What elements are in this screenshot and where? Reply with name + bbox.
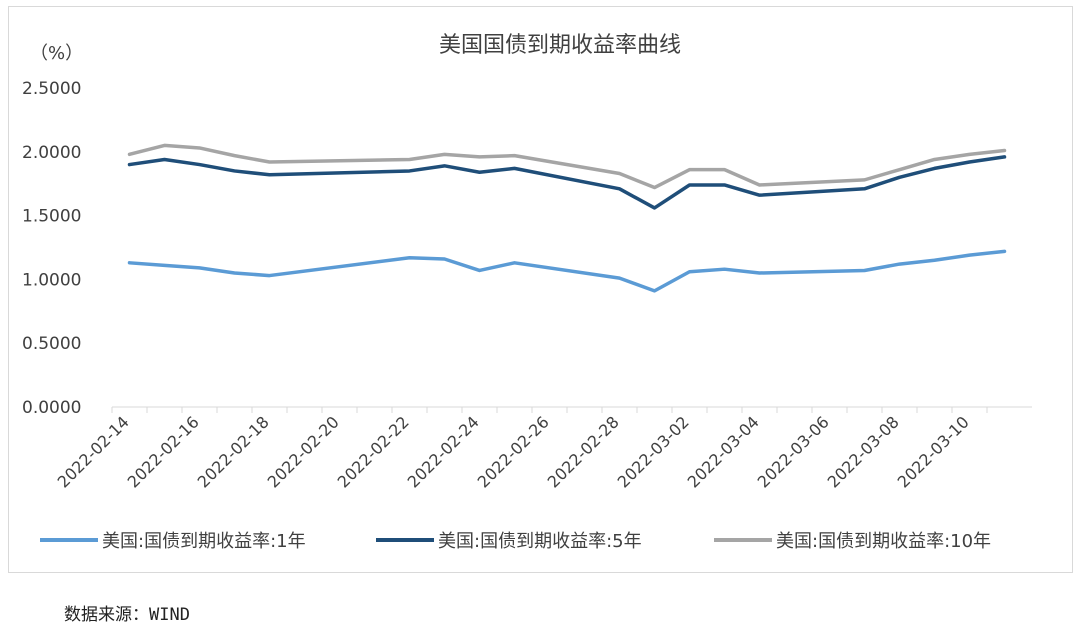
chart-title: 美国国债到期收益率曲线: [439, 33, 681, 58]
series-line-2: [127, 155, 1007, 210]
source-note: 数据来源：WIND: [64, 605, 190, 625]
series-line-3: [127, 143, 1007, 190]
y-tick-label: 2.5000: [22, 79, 81, 99]
legend-label-3: 美国:国债到期收益率:10年: [776, 531, 991, 552]
y-tick-label: 0.5000: [22, 334, 81, 354]
x-tick-label: 2022-02-26: [474, 412, 553, 491]
x-tick-label: 2022-02-16: [124, 412, 203, 491]
x-tick-label: 2022-02-18: [194, 412, 273, 491]
x-tick-label: 2022-02-22: [334, 412, 413, 491]
x-tick-label: 2022-03-08: [824, 412, 903, 491]
x-tick-label: 2022-02-24: [404, 412, 483, 491]
x-tick-label: 2022-03-02: [614, 412, 693, 491]
x-tick-label: 2022-02-14: [54, 412, 133, 491]
y-tick-label: 1.5000: [22, 207, 81, 227]
y-tick-label: 2.0000: [22, 143, 81, 163]
x-tick-label: 2022-03-06: [754, 412, 833, 491]
y-tick-label: 1.0000: [22, 270, 81, 290]
x-tick-label: 2022-03-04: [684, 412, 763, 491]
x-tick-label: 2022-02-28: [544, 412, 623, 491]
x-tick-label: 2022-02-20: [264, 412, 343, 491]
y-unit-label: （%）: [30, 43, 83, 64]
y-tick-label: 0.0000: [22, 398, 81, 418]
legend-label-1: 美国:国债到期收益率:1年: [102, 531, 306, 552]
x-tick-label: 2022-03-10: [894, 412, 973, 491]
chart-frame: [8, 6, 1073, 573]
series-line-1: [127, 249, 1007, 293]
legend-label-2: 美国:国债到期收益率:5年: [438, 531, 642, 552]
